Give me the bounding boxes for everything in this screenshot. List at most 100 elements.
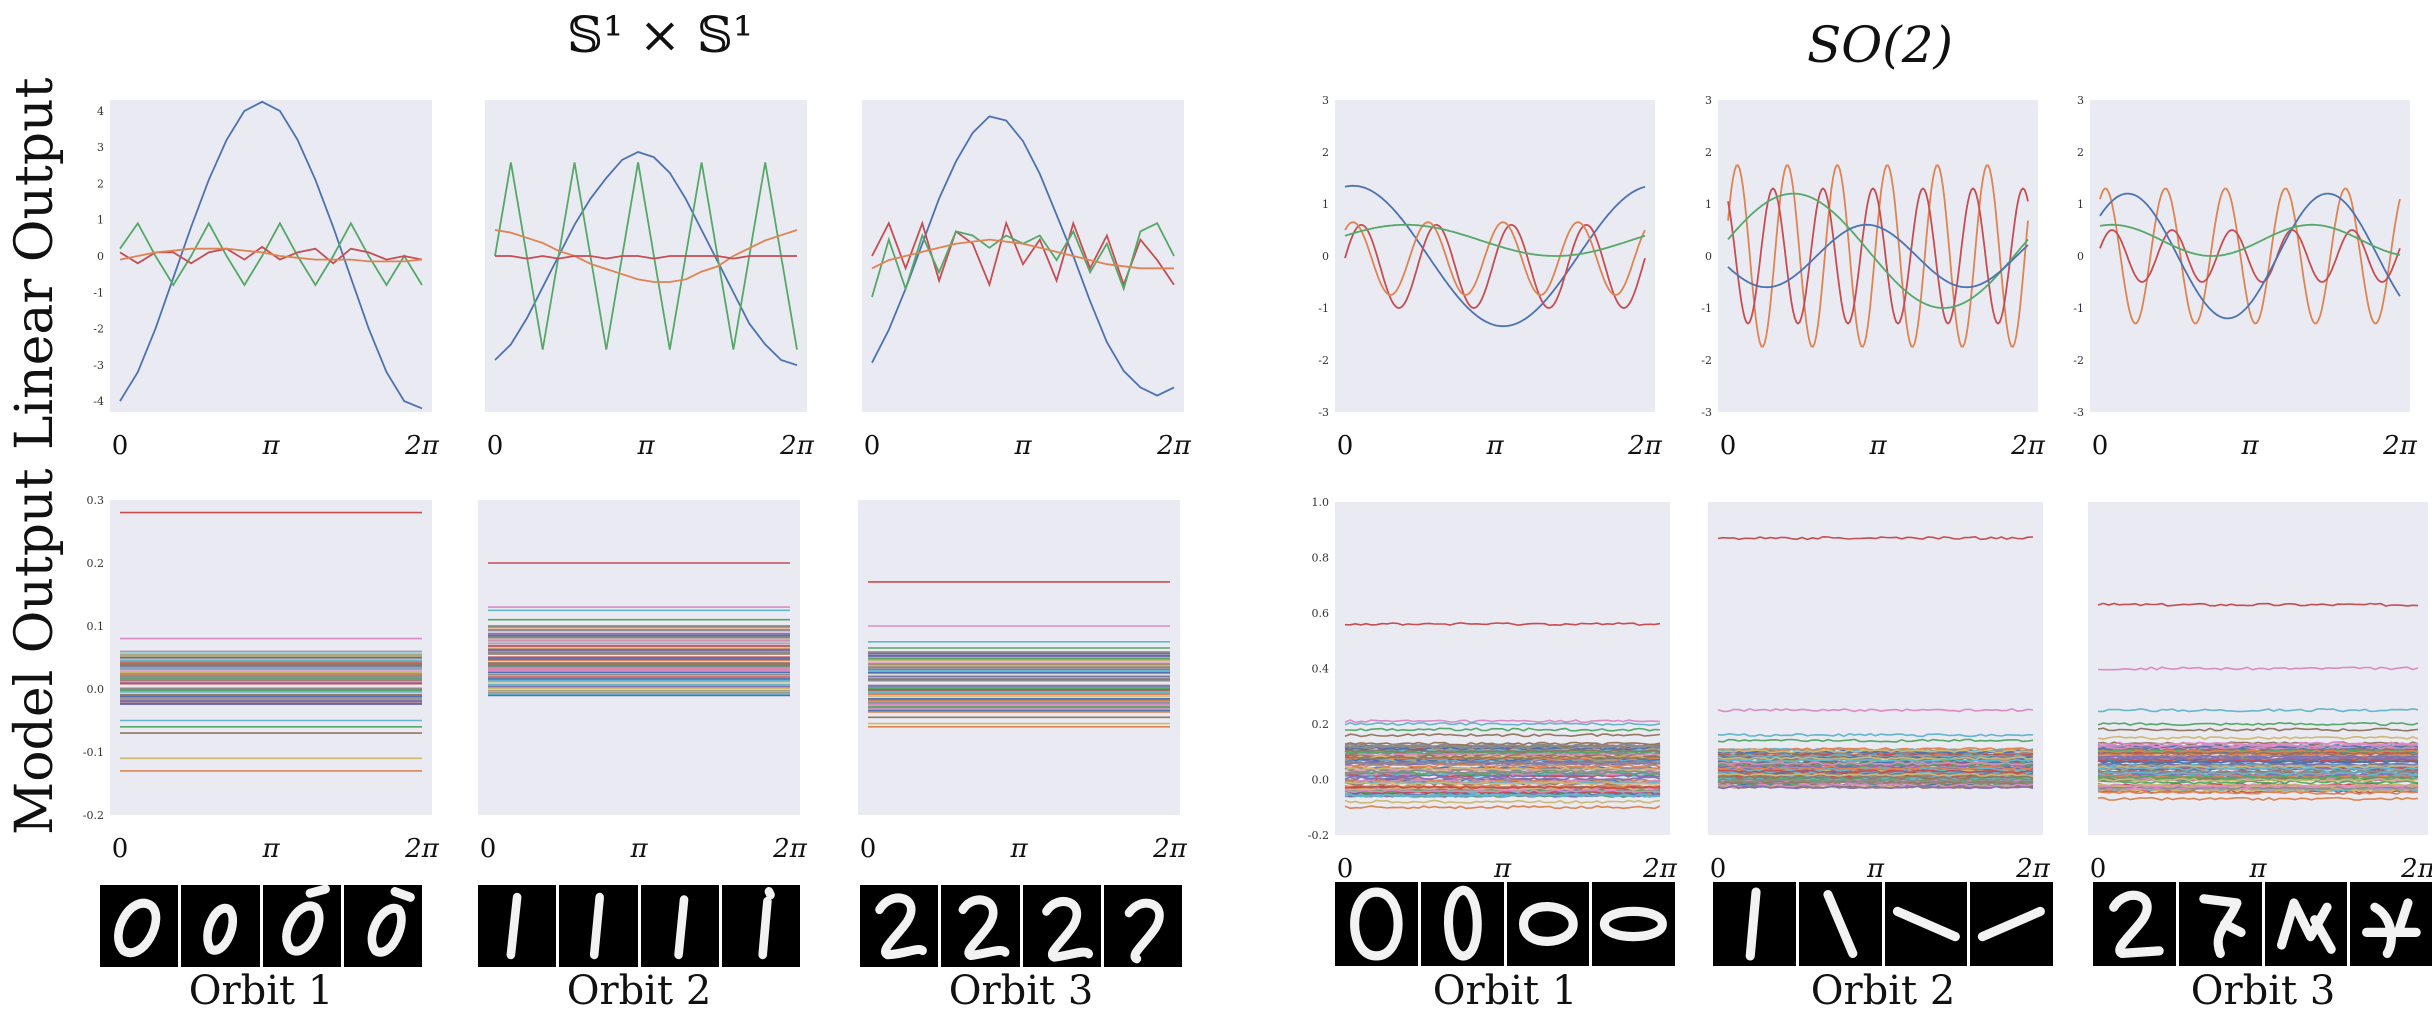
digit-glyph	[2276, 898, 2336, 954]
series-line-level-2	[1344, 721, 1661, 727]
digit-glyph	[1600, 906, 1668, 942]
x-tick-label: 0	[480, 834, 497, 864]
digit-image	[263, 885, 344, 967]
y-tick-label: 3	[2077, 94, 2084, 107]
digit-image	[1799, 882, 1885, 966]
x-tick-label: 0	[1337, 854, 1354, 884]
x-tick-label: 2π	[779, 431, 815, 461]
digit-stroke	[958, 895, 1010, 961]
x-tick-label: 0	[2090, 854, 2107, 884]
series-line-level-3	[1717, 738, 2034, 743]
orbit-2-label-right: Orbit 2	[1810, 968, 1956, 1014]
digit-glyph	[2199, 894, 2246, 959]
series-line-81	[2097, 749, 2419, 754]
chart-svg-mod-s1-2: 0 π 2π	[478, 500, 808, 864]
y-tick-label: -2	[93, 323, 104, 336]
y-tick-label: 2	[1322, 146, 1329, 159]
digit-image	[2350, 882, 2432, 966]
y-tick-label: 0.6	[1312, 607, 1330, 620]
series-line-2	[1727, 192, 2029, 309]
chart-svg-lin-s1-3: 0 π 2π	[862, 100, 1192, 461]
digit-image	[1885, 882, 1971, 966]
chart-svg-lin-s1-1: 4 3 2 1 0 -1 -2 -3 -4 0 π 2π	[93, 100, 440, 461]
row-label-model-output: Model Output	[5, 468, 65, 835]
y-tick-label: 0.2	[87, 557, 105, 570]
chart-svg-mod-so2-1: 1.0 0.8 0.6 0.4 0.2 0.0 -0.2 0 π 2π	[1308, 496, 1678, 884]
series-line-level-5	[1344, 799, 1661, 804]
series-line-89	[1717, 758, 2034, 763]
chart-svg-lin-s1-2: 0 π 2π	[485, 100, 815, 461]
series-line-0	[871, 115, 1175, 397]
series-line-level-0	[1344, 621, 1661, 627]
digit-stroke	[1350, 887, 1403, 961]
series-line-level-1	[2097, 666, 2419, 671]
x-tick-label: 0	[487, 431, 504, 461]
y-tick-label: 0.4	[1312, 663, 1330, 676]
orbit-1-digits-right	[1335, 882, 1675, 966]
plot-background	[1335, 502, 1670, 835]
digit-glyph	[1124, 898, 1164, 964]
digit-image	[860, 885, 942, 967]
right-group-title: SO(2)	[1806, 16, 1954, 74]
x-tick-label: 2π	[2382, 431, 2418, 461]
y-tick-label: -2	[2073, 354, 2084, 367]
series-line-level-1	[1344, 719, 1661, 724]
digit-glyph	[1350, 887, 1403, 961]
series-line-68	[1717, 749, 2034, 754]
series-line-84	[2097, 756, 2419, 761]
y-tick-label: 1.0	[1312, 496, 1330, 509]
x-tick-label: π	[1868, 431, 1887, 461]
y-tick-label: 0	[2077, 250, 2084, 263]
x-tick-label: 0	[1720, 431, 1737, 461]
series-line-1	[1344, 223, 1646, 309]
y-tick-label: 3	[1705, 94, 1712, 107]
y-tick-label: 4	[97, 105, 104, 118]
digit-image	[2179, 882, 2265, 966]
digit-image	[1421, 882, 1507, 966]
digit-image	[559, 885, 641, 967]
series-line-level-0	[1717, 535, 2034, 541]
series-line-3	[871, 238, 1174, 270]
series-line-85	[1717, 775, 2034, 780]
y-tick-label: 0	[97, 250, 104, 263]
series-line-level-0	[2097, 602, 2419, 607]
digit-glyph	[875, 893, 927, 960]
x-tick-label: π	[2240, 431, 2259, 461]
orbit-3-digits-left	[860, 885, 1182, 967]
y-tick-label: -3	[1701, 406, 1712, 419]
digit-glyph	[506, 892, 522, 960]
series-line-level-5	[2097, 735, 2419, 741]
digit-glyph	[1892, 906, 1960, 942]
series-line-85	[2097, 751, 2419, 756]
series-line-87	[1345, 744, 1661, 750]
series-line-2	[494, 229, 798, 283]
digit-image	[344, 885, 422, 967]
digit-stroke	[2199, 894, 2246, 959]
plot-mod-so2-3: 0 π 2π	[2048, 502, 2432, 890]
series-line-level-6	[2097, 796, 2419, 802]
x-tick-label: 0	[864, 431, 881, 461]
digit-glyph	[958, 895, 1010, 961]
series-line-80	[2097, 759, 2419, 765]
series-line-0	[119, 100, 423, 410]
digit-image	[100, 885, 182, 967]
plot-mod-so2-1: 1.0 0.8 0.6 0.4 0.2 0.0 -0.2 0 π 2π	[1295, 496, 1680, 890]
orbit-2-digits-left	[478, 885, 800, 967]
y-tick-label: -1	[1318, 302, 1329, 315]
y-tick-label: -0.1	[83, 746, 104, 759]
digit-stroke	[1745, 887, 1761, 961]
y-tick-label: 2	[1705, 146, 1712, 159]
series-line-level-4	[1344, 732, 1661, 738]
digit-glyph	[1823, 889, 1858, 959]
series-line-3	[1727, 223, 2029, 289]
digit-stroke	[2362, 898, 2422, 959]
series-line-76	[2097, 741, 2419, 746]
digit-stroke	[367, 887, 415, 957]
x-tick-label: π	[2248, 854, 2267, 884]
series-line-79	[2097, 766, 2419, 771]
orbit-1-label-right: Orbit 1	[1432, 968, 1578, 1014]
series-line-84	[1344, 776, 1661, 781]
digit-image	[1713, 882, 1799, 966]
plot-background	[1718, 100, 2038, 412]
digit-image	[1335, 882, 1421, 966]
